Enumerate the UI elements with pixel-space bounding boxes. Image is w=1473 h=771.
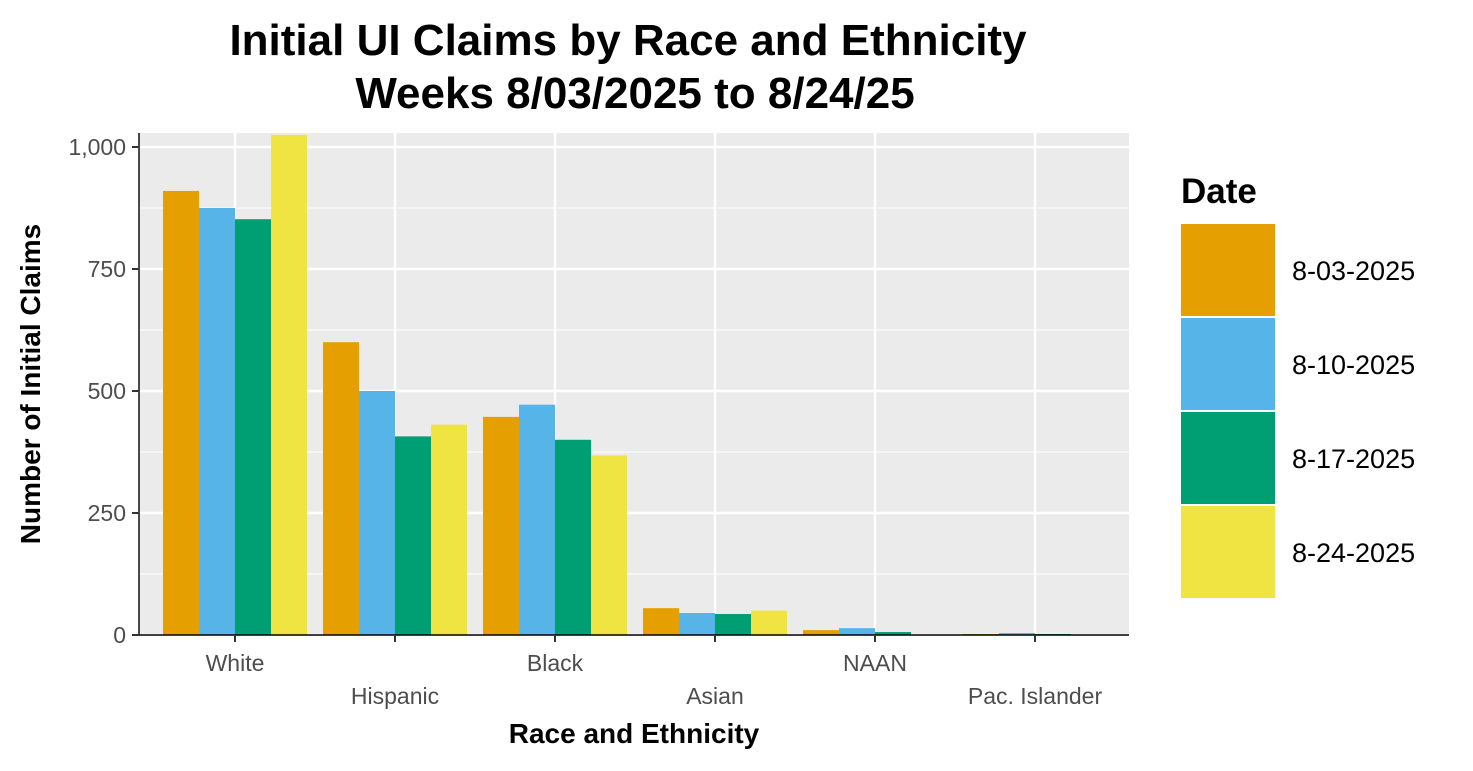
x-axis-title: Race and Ethnicity — [509, 718, 760, 749]
bar-hispanic-8-17-2025 — [395, 436, 431, 635]
legend-key-8-03-2025 — [1181, 224, 1275, 316]
y-tick-label: 1,000 — [68, 134, 126, 160]
x-axis: White Hispanic Black Asian NAAN Pac. Islander — [139, 635, 1129, 709]
legend-label: 8-17-2025 — [1292, 444, 1415, 474]
y-tick-label: 750 — [88, 256, 126, 282]
y-tick-label: 0 — [113, 622, 126, 648]
bar-naan-8-10-2025 — [839, 628, 875, 635]
x-tick-label: NAAN — [843, 650, 907, 676]
bar-white-8-17-2025 — [235, 219, 271, 635]
bar-asian-8-24-2025 — [751, 611, 787, 635]
bar-white-8-03-2025 — [163, 191, 199, 635]
chart-subtitle: Weeks 8/03/2025 to 8/24/25 — [355, 69, 914, 118]
x-tick-label: Asian — [686, 683, 744, 709]
bar-hispanic-8-03-2025 — [323, 342, 359, 635]
y-tick-label: 500 — [88, 378, 126, 404]
x-tick-label: Hispanic — [351, 683, 439, 709]
y-tick-label: 250 — [88, 500, 126, 526]
bar-white-8-24-2025 — [271, 135, 307, 635]
bar-asian-8-03-2025 — [643, 608, 679, 635]
legend-label: 8-03-2025 — [1292, 256, 1415, 286]
bar-naan-8-03-2025 — [803, 630, 839, 635]
bar-asian-8-10-2025 — [679, 613, 715, 635]
y-axis-title: Number of Initial Claims — [15, 224, 46, 545]
bar-hispanic-8-10-2025 — [359, 391, 395, 635]
bar-black-8-17-2025 — [555, 440, 591, 635]
legend-label: 8-10-2025 — [1292, 350, 1415, 380]
bar-black-8-10-2025 — [519, 405, 555, 635]
x-tick-label: White — [206, 650, 265, 676]
bar-white-8-10-2025 — [199, 208, 235, 635]
legend: Date 8-03-2025 8-10-2025 8-17-2025 8-24-202… — [1181, 172, 1415, 598]
x-tick-label: Pac. Islander — [968, 683, 1103, 709]
bar-black-8-24-2025 — [591, 455, 627, 635]
bar-black-8-03-2025 — [483, 417, 519, 635]
y-axis: 0 250 500 750 1,000 — [68, 133, 139, 648]
legend-key-8-10-2025 — [1181, 318, 1275, 410]
legend-key-8-17-2025 — [1181, 412, 1275, 504]
bar-asian-8-17-2025 — [715, 614, 751, 635]
legend-key-8-24-2025 — [1181, 506, 1275, 598]
legend-label: 8-24-2025 — [1292, 538, 1415, 568]
bar-hispanic-8-24-2025 — [431, 425, 467, 635]
x-tick-label: Black — [527, 650, 584, 676]
chart-title: Initial UI Claims by Race and Ethnicity — [229, 16, 1027, 65]
legend-title: Date — [1181, 172, 1257, 211]
